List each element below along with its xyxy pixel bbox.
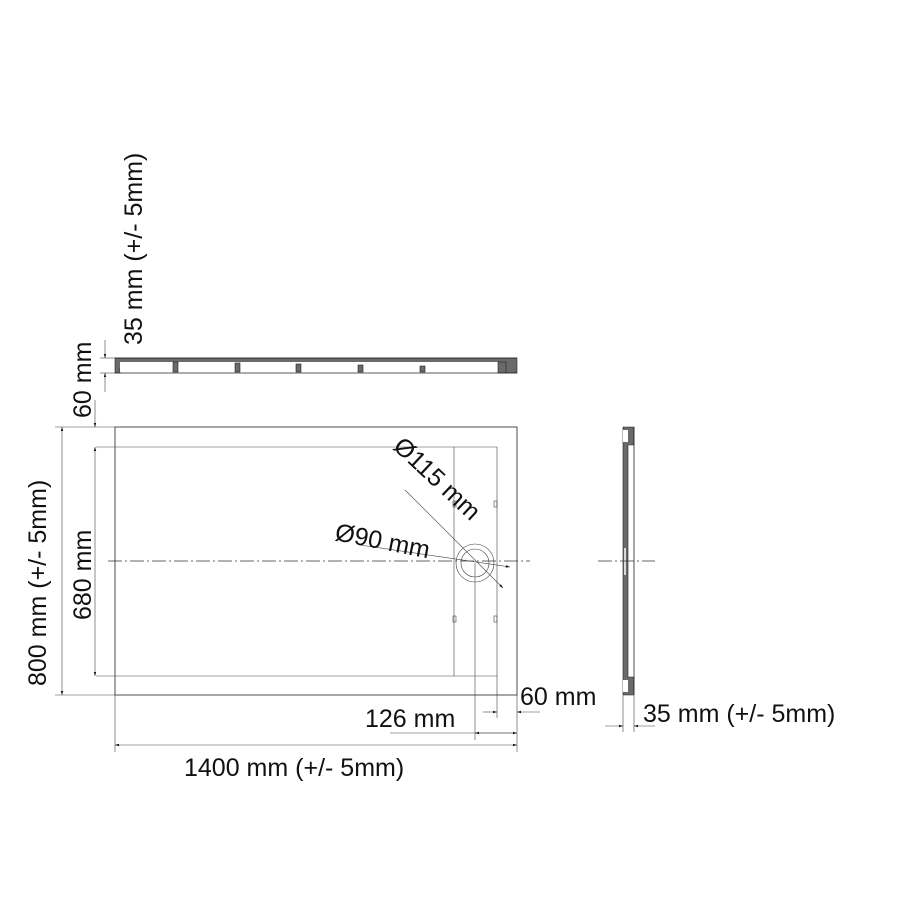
dimension-lines: [55, 340, 655, 752]
height-side-label: 35 mm (+/- 5mm): [643, 700, 835, 728]
rim-top-label: 60 mm: [69, 342, 97, 418]
width-label: 800 mm (+/- 5mm): [24, 480, 52, 686]
top-profile-view: [114, 357, 518, 374]
drain-offset-label: 126 mm: [365, 705, 455, 733]
height-top-label: 35 mm (+/- 5mm): [120, 153, 148, 345]
outlet-inner-label: Ø90 mm: [333, 518, 432, 564]
inner-width-label: 680 mm: [69, 530, 97, 620]
side-profile-view: [598, 426, 655, 696]
length-label: 1400 mm (+/- 5mm): [184, 754, 404, 782]
outlet-outer-label: Ø115 mm: [388, 432, 486, 526]
plan-view: [96, 426, 530, 696]
rim-right-label: 60 mm: [520, 683, 596, 711]
